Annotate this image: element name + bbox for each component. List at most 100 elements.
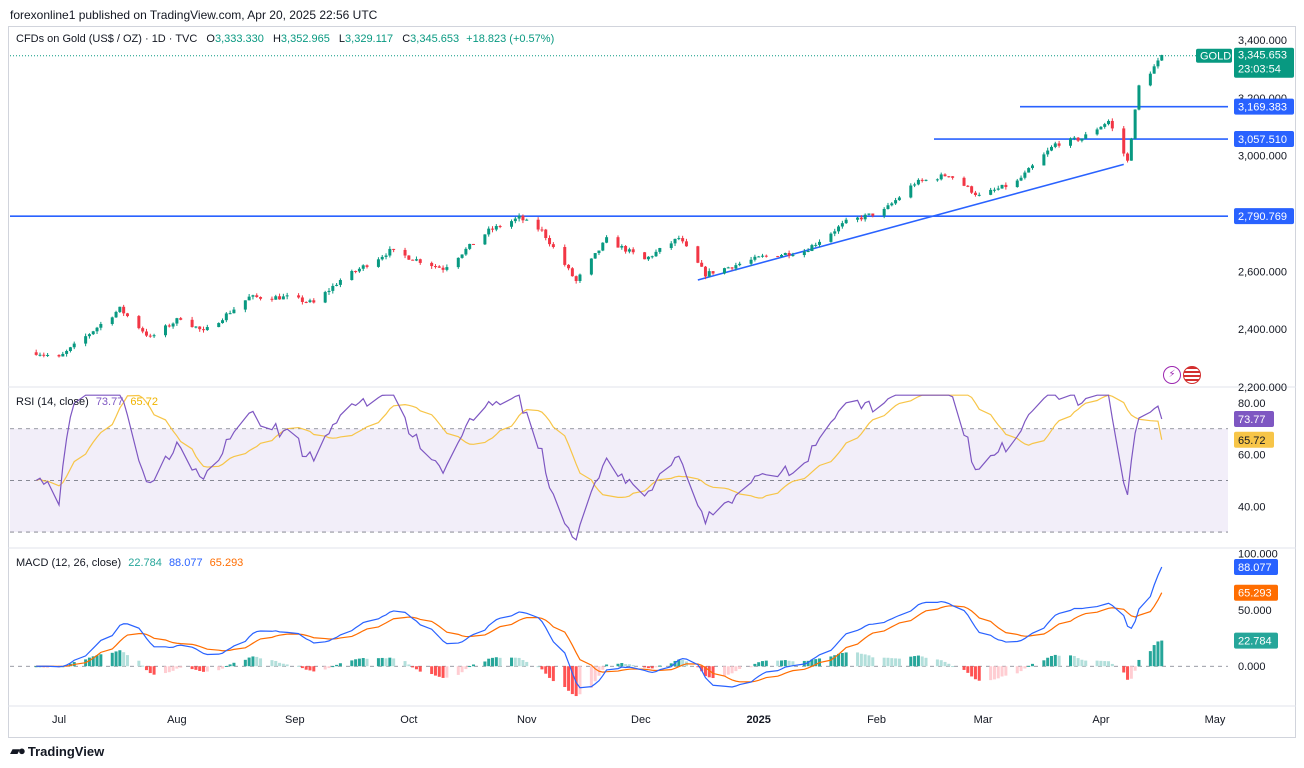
macd-histogram-bar [152, 666, 156, 675]
candle-body [297, 295, 301, 298]
candle-body [753, 256, 757, 260]
macd-histogram-bar [137, 660, 141, 667]
macd-histogram-bar [338, 663, 342, 667]
macd-histogram-bar [563, 666, 567, 688]
macd-histogram-bar [863, 654, 867, 667]
tradingview-mark-icon: ▰● [10, 743, 26, 758]
macd-histogram-bar [205, 666, 209, 672]
macd-histogram-bar [722, 666, 726, 677]
macd-histogram-bar [125, 655, 129, 667]
rsi-ma-value-label: 65.72 [1238, 435, 1266, 447]
candle-body [992, 189, 996, 191]
signal-legend-value: 65.293 [209, 557, 244, 569]
candle-body [833, 231, 837, 234]
rsi-axis-tick: 40.00 [1238, 501, 1266, 513]
candle-body [1152, 66, 1156, 74]
candle-body [525, 219, 529, 221]
macd-histogram-bar [243, 659, 247, 667]
trendline [697, 163, 1124, 281]
macd-histogram-bar [551, 666, 555, 682]
candle-body [631, 249, 635, 253]
candle-body [886, 205, 890, 209]
macd-histogram-bar [947, 663, 951, 667]
time-axis-tick: Aug [167, 714, 187, 726]
candle-body [1126, 153, 1130, 161]
candle-body [433, 266, 437, 268]
candle-body [483, 234, 487, 245]
candle-body [757, 256, 761, 258]
macd-histogram-bar [631, 665, 635, 667]
candle-body [255, 295, 259, 298]
macd-value-label: 88.077 [1238, 562, 1272, 574]
candle-body [814, 244, 818, 246]
candle-body [95, 327, 99, 332]
candle-body [844, 219, 848, 224]
event-icons[interactable]: ⚡ [1163, 366, 1201, 384]
candle-body [966, 185, 970, 187]
macd-histogram-bar [403, 661, 407, 667]
macd-histogram-bar [605, 664, 609, 667]
macd-histogram-bar [388, 657, 392, 667]
macd-histogram-bar [487, 658, 491, 667]
candle-body [658, 248, 662, 252]
macd-histogram-bar [677, 659, 681, 667]
macd-histogram-bar [34, 666, 38, 668]
close-value: 3,345.653 [410, 33, 460, 45]
price-axis-tick: 2,400.000 [1238, 324, 1287, 336]
candle-body [224, 313, 228, 321]
macd-histogram-bar [365, 658, 369, 667]
macd-histogram-bar [270, 660, 274, 667]
macd-legend-value: 88.077 [168, 557, 203, 569]
candle-body [696, 246, 700, 263]
level-price-badge [1234, 98, 1294, 115]
candle-body [996, 188, 1000, 190]
macd-histogram-bar [491, 657, 495, 667]
candle-body [278, 296, 282, 300]
candle-body [445, 267, 449, 270]
macd-axis-tick: 100.000 [1238, 549, 1278, 561]
macd-histogram-bar [1072, 655, 1076, 667]
macd-histogram-bar [456, 666, 460, 675]
macd-histogram-bar [148, 666, 152, 674]
macd-histogram-bar [445, 666, 449, 678]
candle-body [1095, 129, 1099, 135]
candle-body [540, 229, 544, 231]
time-axis-tick: Jul [52, 714, 66, 726]
candle-body [1103, 124, 1107, 127]
us-flag-icon[interactable] [1183, 366, 1201, 384]
macd-histogram-bar [198, 666, 202, 671]
candle-body [1004, 184, 1008, 188]
rsi-legend: RSI (14, close) 73.77 65.72 [16, 396, 158, 408]
macd-histogram-bar [224, 665, 228, 667]
candle-body [791, 255, 795, 257]
macd-histogram-bar [433, 666, 437, 676]
price-axis-tick: 3,000.000 [1238, 151, 1287, 163]
candle-body [141, 328, 145, 332]
lightning-icon[interactable]: ⚡ [1163, 366, 1181, 384]
candle-body [977, 194, 981, 196]
candle-body [1122, 128, 1126, 154]
candle-body [251, 295, 255, 297]
candle-body [840, 223, 844, 227]
rsi-legend-value: 73.77 [95, 396, 124, 408]
candle-body [962, 177, 966, 186]
candle-body [783, 252, 787, 256]
tradingview-logo[interactable]: ▰● TradingView [10, 743, 104, 759]
candle-body [677, 238, 681, 240]
candle-body [228, 313, 232, 315]
candle-body [1053, 143, 1057, 147]
candle-body [175, 318, 179, 324]
macd-histogram-bar [783, 660, 787, 667]
macd-histogram-bar [255, 656, 259, 667]
candle-body [1049, 146, 1053, 151]
macd-histogram-bar [920, 656, 924, 667]
candle-body [243, 300, 247, 310]
candle-body [574, 276, 578, 281]
candle-body [304, 301, 308, 303]
macd-histogram-bar [620, 662, 624, 667]
macd-histogram-bar [513, 657, 517, 667]
candle-body [882, 208, 886, 216]
macd-histogram-bar [1122, 666, 1126, 673]
macd-histogram-bar [681, 659, 685, 667]
